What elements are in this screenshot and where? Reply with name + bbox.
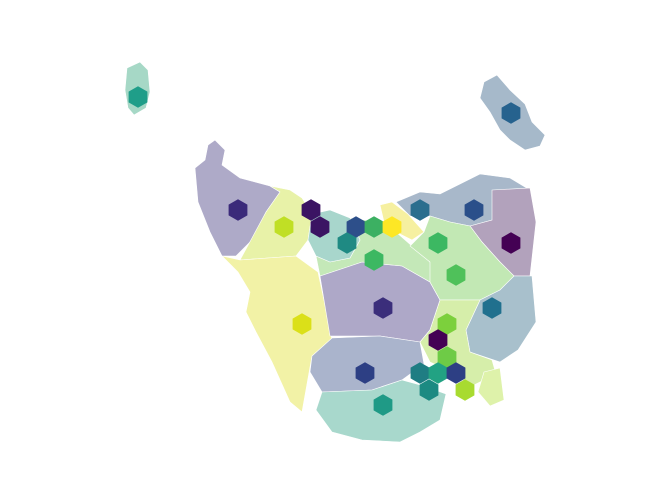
hexagon-marker — [382, 216, 402, 238]
region-layer — [124, 61, 546, 443]
hexagon-marker — [373, 394, 393, 416]
hexagon-marker — [292, 313, 312, 335]
hexagon-marker — [419, 379, 439, 401]
hexagon-marker — [501, 232, 521, 254]
hexagon-marker — [301, 199, 321, 221]
hexagon-marker — [428, 232, 448, 254]
hexagon-marker — [410, 362, 430, 384]
hexagon-marker — [364, 249, 384, 271]
hexagon-marker — [428, 362, 448, 384]
hexagon-marker — [228, 199, 248, 221]
region-tasman — [477, 367, 505, 407]
region-west-coast — [221, 255, 333, 413]
hexagon-marker — [346, 216, 366, 238]
hexagon-marker — [355, 362, 375, 384]
hexagon-marker — [437, 313, 457, 335]
hexagon-marker — [128, 86, 148, 108]
hexagon-marker — [501, 102, 521, 124]
hexagon-marker — [446, 264, 466, 286]
hexagon-marker — [274, 216, 294, 238]
hexagon-marker — [337, 232, 357, 254]
hexagon-marker — [464, 199, 484, 221]
hexagon-marker — [437, 346, 457, 368]
hexagon-marker — [373, 297, 393, 319]
hexagon-marker — [446, 362, 466, 384]
hexagon-marker — [455, 379, 475, 401]
hexagon-marker — [364, 216, 384, 238]
hexagon-marker — [410, 199, 430, 221]
hexagon-layer — [128, 86, 521, 416]
hexagon-marker — [482, 297, 502, 319]
hexagon-marker — [428, 329, 448, 351]
hexagon-marker — [310, 216, 330, 238]
